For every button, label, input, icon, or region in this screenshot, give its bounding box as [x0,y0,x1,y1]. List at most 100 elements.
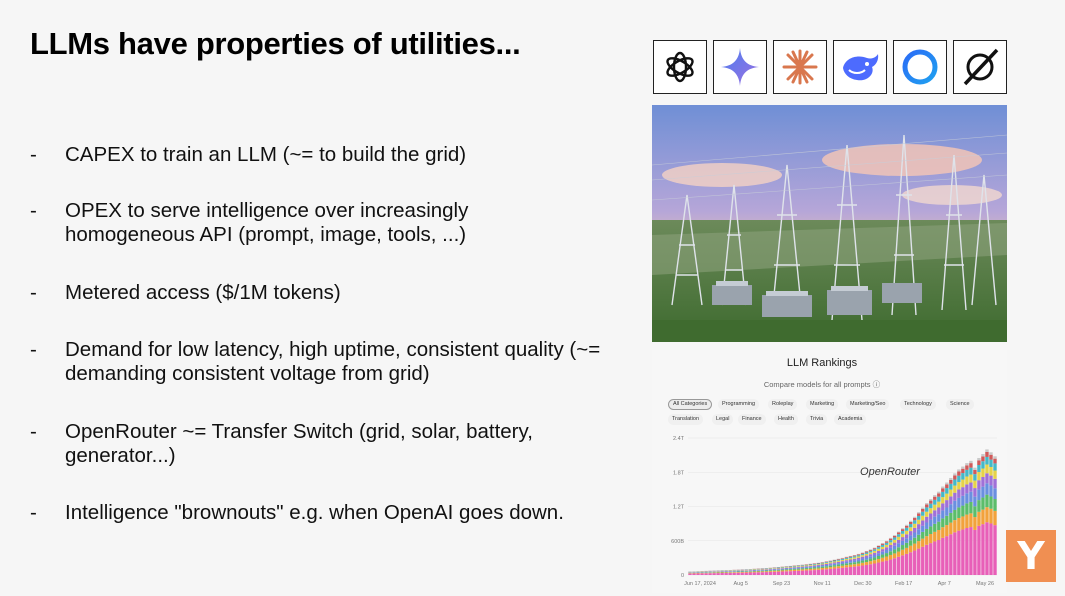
ring-logo-icon [893,40,947,94]
bar-segment [804,568,809,570]
bar-segment [900,537,905,541]
bar-segment [985,473,989,484]
bar-segment [941,527,945,538]
category-chip[interactable]: Marketing [806,399,839,410]
bar-segment [905,547,909,554]
bar-segment [989,475,993,486]
bar-segment [880,554,885,558]
bar-segment [973,474,977,481]
deepseek-logo-icon [833,40,887,94]
bar-segment [905,534,909,539]
bar-segment [864,564,869,575]
bullet-text: CAPEX to train an LLM (~= to build the g… [65,143,467,166]
bar-segment [824,561,829,563]
bar-segment [917,515,921,520]
bar-segment [888,544,893,548]
bar-segment [820,562,825,564]
grok-logo-icon [953,40,1007,94]
category-chip[interactable]: Roleplay [768,399,798,410]
bar-segment [772,569,776,571]
bar-segment [840,558,845,560]
bar-segment [804,564,809,566]
category-chip[interactable]: Translation [668,414,704,425]
bar-segment [921,531,925,539]
bullet-text: Demand for low latency, high uptime, con… [65,338,601,385]
bar-segment [953,485,957,493]
bar-segment [792,566,797,568]
bar-segment [917,524,921,530]
category-chip[interactable]: Science [946,399,974,410]
bar-segment [905,553,909,575]
bar-segment [941,497,945,504]
category-chip[interactable]: Academia [834,414,867,425]
bar-segment [856,561,861,564]
bar-segment [756,572,760,575]
bar-segment [933,495,937,497]
bar-segment [929,543,933,575]
bar-segment [764,572,768,575]
bar-segment [896,539,901,544]
bar-segment [957,482,961,490]
category-chip[interactable]: Marketing/Seo [846,399,890,410]
bar-segment [784,567,789,569]
bar-segment [792,567,797,569]
bar-segment [977,457,981,461]
bar-segment [764,570,768,572]
bar-segment [937,491,941,494]
category-chip[interactable]: All Categories [668,399,713,410]
bar-segment [884,560,889,575]
bar-segment [772,568,776,570]
bar-segment [832,566,837,569]
bar-segment [756,571,760,573]
bar-segment [993,478,997,489]
bullet-dash: - [30,281,37,304]
bar-segment [957,475,961,483]
category-chip[interactable]: Trivia [806,414,828,425]
bar-segment [945,482,949,485]
bullet-text: Metered access ($/1M tokens) [65,281,341,304]
bar-segment [872,557,877,561]
bar-segment [945,536,949,575]
category-chip[interactable]: Finance [738,414,766,425]
category-chip[interactable]: Technology [900,399,936,410]
bar-segment [965,484,969,494]
category-chip[interactable]: Legal [712,414,734,425]
bar-segment [905,524,909,526]
bar-segment [884,540,889,542]
bar-segment [941,491,945,498]
category-chip[interactable]: Programming [718,399,760,410]
bar-segment [977,460,981,466]
bar-segment [977,525,981,575]
bar-segment [776,570,780,572]
bar-segment [784,568,789,570]
bar-segment [720,572,724,574]
bar-segment [868,556,873,559]
bar-segment [868,564,873,575]
bar-segment [925,544,929,575]
bar-segment [884,547,889,550]
bar-segment [868,549,873,550]
bar-segment [941,486,945,489]
bar-segment [884,549,889,554]
bar-segment [748,571,752,573]
bar-segment [720,573,724,575]
bar-segment [768,568,772,570]
bar-segment [812,566,817,568]
bar-segment [772,570,776,571]
bar-segment [796,565,801,567]
bar-segment [856,563,861,567]
bar-segment [852,564,857,567]
bar-segment [896,543,901,548]
bar-segment [985,507,989,523]
bar-segment [896,532,901,535]
bar-segment [808,565,813,566]
bar-segment [973,506,977,518]
bar-segment [989,459,993,467]
bar-segment [732,571,736,573]
bar-segment [884,544,889,548]
bar-segment [836,564,841,567]
bar-segment [876,548,881,551]
category-chip[interactable]: Health [774,414,798,425]
bar-segment [985,449,989,452]
bar-segment [925,516,929,523]
